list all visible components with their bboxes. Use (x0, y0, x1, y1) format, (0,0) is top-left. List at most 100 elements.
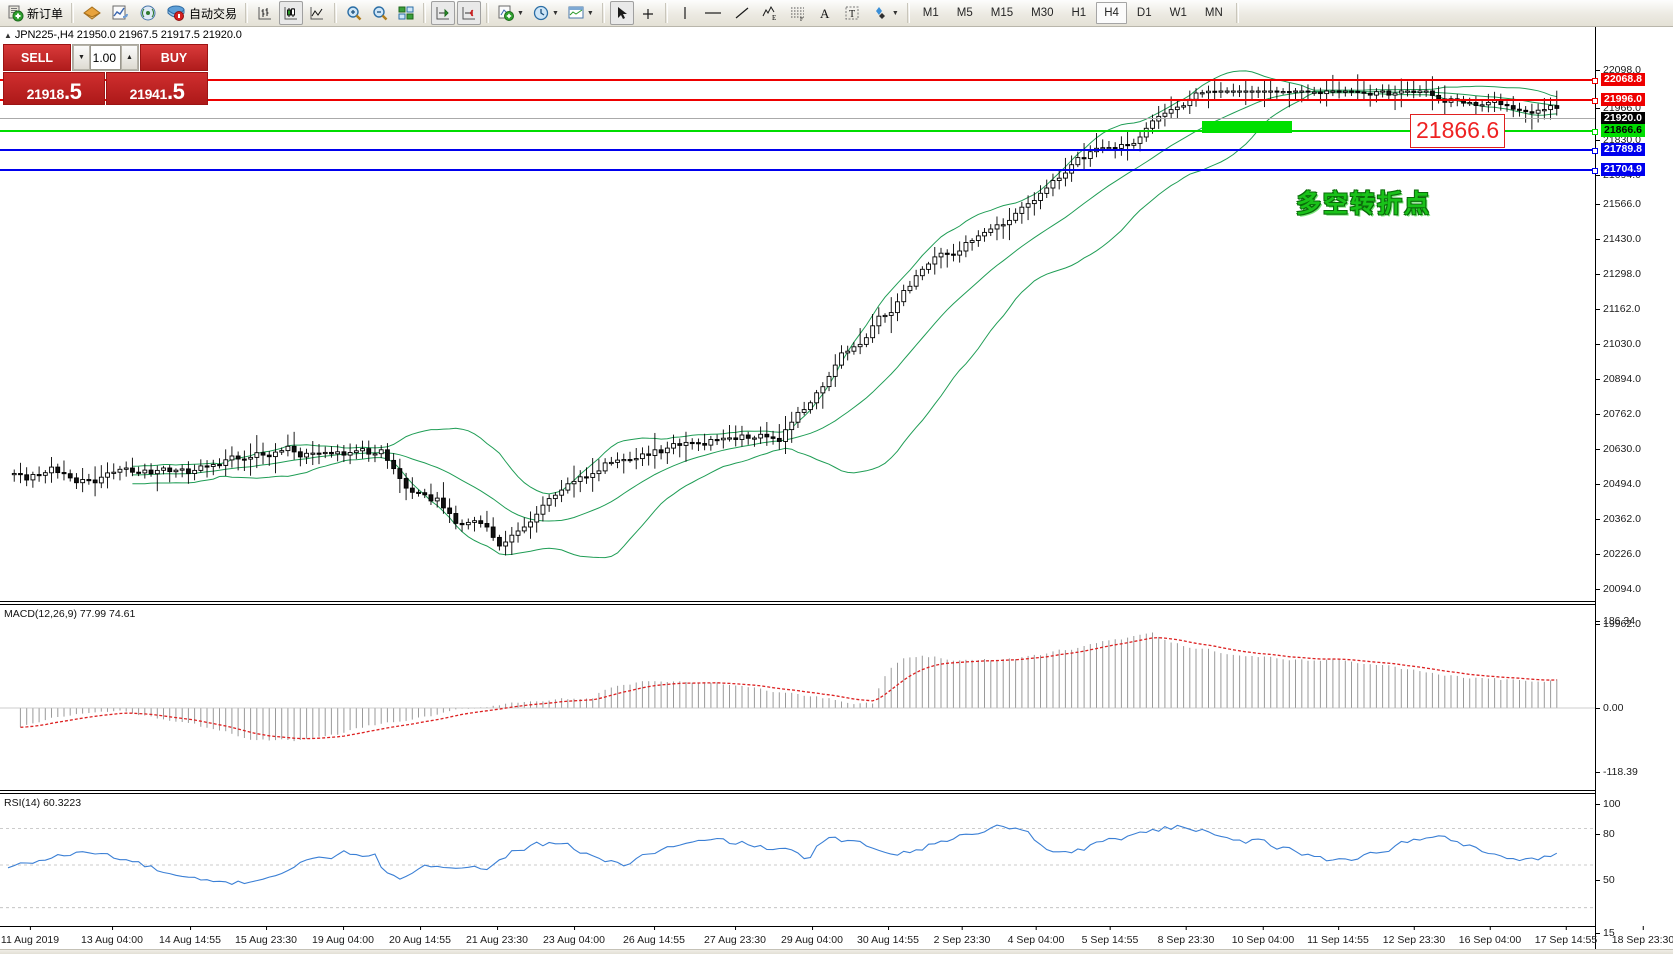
expert-advisors-button[interactable] (79, 1, 105, 25)
timeframe-m15[interactable]: M15 (990, 7, 1014, 19)
chevron-down-icon[interactable]: ▼ (551, 9, 559, 17)
bar-chart-button[interactable] (253, 1, 277, 25)
chevron-down-icon[interactable]: ▼ (517, 9, 524, 17)
timeframe-m30[interactable]: M30 (1031, 7, 1054, 19)
macd-pane[interactable] (0, 607, 1595, 787)
sell-price[interactable]: 21918 .5 (3, 72, 105, 105)
timeframe-d1[interactable]: D1 (1136, 7, 1152, 19)
horizontal-line-button[interactable] (699, 1, 727, 25)
time-label: 10 Sep 04:00 (1232, 926, 1294, 946)
sell-button[interactable]: SELL (3, 44, 71, 71)
timeframe-h1[interactable]: H1 (1071, 7, 1087, 19)
price-callout: 21866.6 (1410, 114, 1506, 148)
macd-histogram (19, 632, 1558, 742)
price-tick: 21030.0 (1596, 338, 1673, 350)
price-tick: 20494.0 (1596, 478, 1673, 490)
price-level-badge[interactable]: 21866.6 (1601, 124, 1645, 137)
timeframe-mn[interactable]: MN (1204, 7, 1223, 19)
price-level-badge[interactable]: 21789.8 (1601, 143, 1645, 156)
time-label: 11 Aug 2019 (1, 926, 59, 946)
chevron-down-icon[interactable]: ▼ (586, 9, 594, 17)
buy-button[interactable]: BUY (140, 44, 208, 71)
timeframe-h4[interactable]: H4 (1096, 2, 1127, 24)
time-label: 5 Sep 14:55 (1082, 926, 1138, 946)
time-label: 18 Sep 23:30 (1612, 926, 1673, 946)
svg-text:E: E (772, 14, 776, 22)
time-label: 16 Sep 04:00 (1459, 926, 1521, 946)
price-level-badge[interactable]: 22068.8 (1601, 73, 1645, 86)
candlestick-chart-button[interactable] (279, 1, 304, 25)
price-tick-label: 20762.0 (1603, 408, 1641, 420)
rsi-label: RSI(14) 60.3223 (4, 797, 82, 809)
timeframe-w1[interactable]: W1 (1169, 7, 1187, 19)
cursor-button[interactable] (609, 1, 634, 25)
period-button[interactable]: ▼ (529, 1, 562, 25)
trendline-button[interactable] (729, 1, 755, 25)
templates-button[interactable]: ▼ (564, 1, 597, 25)
toolbar-separator (245, 3, 249, 23)
new-order-button[interactable]: 新订单 (3, 1, 66, 25)
time-label: 19 Aug 04:00 (312, 926, 374, 946)
signal-icon-button[interactable] (135, 1, 161, 25)
time-label: 26 Aug 14:55 (623, 926, 685, 946)
status-bar (0, 949, 1673, 954)
crosshair-button[interactable] (636, 1, 660, 25)
price-level-badge[interactable]: 21920.0 (1601, 112, 1645, 125)
line-chart-button[interactable] (305, 1, 329, 25)
time-label: 4 Sep 04:00 (1008, 926, 1064, 946)
rsi-pane-separator-2 (0, 793, 1595, 794)
axis-tick: -118.39 (1596, 766, 1673, 778)
axis-tick-label: 0.00 (1603, 702, 1624, 714)
price-axis[interactable]: 22098.021966.021830.021694.021566.021430… (1595, 27, 1673, 954)
time-label: 17 Sep 14:55 (1535, 926, 1597, 946)
time-label: 27 Aug 23:30 (704, 926, 766, 946)
add-indicator-button[interactable]: ▼ (494, 1, 527, 25)
time-label: 13 Aug 04:00 (81, 926, 143, 946)
autotrading-button[interactable]: 自动交易 (163, 1, 240, 25)
elliott-wave-button[interactable]: E (757, 1, 783, 25)
price-level-badge[interactable]: 21996.0 (1601, 93, 1645, 106)
vertical-line-button[interactable] (673, 1, 697, 25)
toolbar-separator (486, 3, 490, 23)
volume-decrease-icon[interactable]: ▼ (73, 45, 90, 70)
collapse-arrow-icon[interactable]: ▲ (4, 30, 12, 40)
price-tick: 21430.0 (1596, 233, 1673, 245)
indicators-button[interactable] (107, 1, 133, 25)
new-order-label: 新订单 (27, 6, 64, 21)
auto-scroll-button[interactable] (457, 1, 482, 25)
chart-shift-button[interactable] (431, 1, 456, 25)
zoom-in-button[interactable] (342, 1, 366, 25)
rsi-pane[interactable] (0, 796, 1595, 926)
volume-increase-icon[interactable]: ▲ (121, 45, 138, 70)
volume-input[interactable]: 1.00 (90, 45, 121, 70)
price-tick-label: 19962.0 (1603, 618, 1641, 630)
price-level-badge[interactable]: 21704.9 (1601, 163, 1645, 176)
volume-stepper[interactable]: ▼ 1.00 ▲ (72, 44, 139, 71)
toolbar-separator (906, 3, 910, 23)
axis-tick: 0.00 (1596, 702, 1673, 714)
price-tick: 20630.0 (1596, 443, 1673, 455)
timeframe-m5[interactable]: M5 (956, 7, 973, 19)
price-tick-label: 20226.0 (1603, 548, 1641, 560)
time-label: 8 Sep 23:30 (1158, 926, 1214, 946)
tile-windows-button[interactable] (394, 1, 418, 25)
price-tick: 20762.0 (1596, 408, 1673, 420)
price-tick: 19962.0 (1596, 618, 1673, 630)
sell-price-integer: 21918 (26, 86, 65, 102)
shapes-button[interactable]: ▼ (867, 1, 902, 25)
price-pane[interactable] (0, 41, 1595, 601)
one-click-trading-panel[interactable]: SELL ▼ 1.00 ▲ BUY 21918 .5 21941 .5 (3, 44, 208, 105)
buy-price[interactable]: 21941 .5 (106, 72, 208, 105)
macd-pane-separator-2 (0, 604, 1595, 605)
chevron-down-icon[interactable]: ▼ (891, 9, 899, 17)
autotrading-label: 自动交易 (189, 6, 238, 21)
text-label-button[interactable]: T (839, 1, 865, 25)
chart-area[interactable]: ▲ JPN225-,H4 21950.0 21967.5 21917.5 2192… (0, 27, 1673, 954)
zoom-out-button[interactable] (368, 1, 392, 25)
axis-tick-label: 50 (1603, 874, 1615, 886)
timeframe-m1[interactable]: M1 (922, 7, 939, 19)
text-button[interactable]: A (813, 1, 837, 25)
fibonacci-button[interactable]: F (785, 1, 811, 25)
chart-symbol-header: ▲ JPN225-,H4 21950.0 21967.5 21917.5 2192… (4, 29, 242, 41)
price-tick-label: 20894.0 (1603, 373, 1641, 385)
